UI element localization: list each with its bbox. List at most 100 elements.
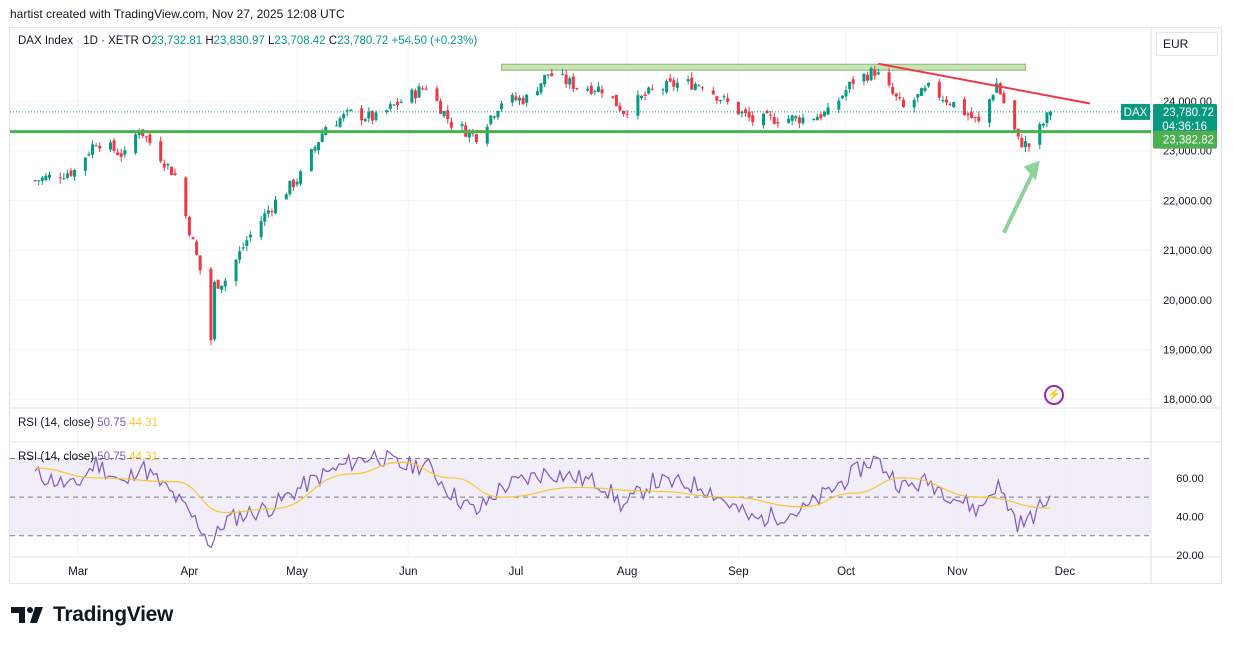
rsi-pane-label[interactable]: RSI (14, close) — [18, 451, 95, 463]
candle-body — [539, 83, 543, 93]
candle-body — [1002, 93, 1006, 103]
candle-body — [123, 150, 127, 155]
candle-body — [94, 145, 98, 147]
candle-body — [367, 111, 371, 119]
candle-body — [87, 154, 91, 156]
candle-body — [988, 99, 992, 123]
candle-body — [1049, 111, 1053, 116]
candle-body — [977, 116, 981, 122]
candle-body — [675, 82, 679, 88]
candle-body — [765, 110, 769, 114]
candle-body — [148, 134, 152, 144]
candle-body — [639, 95, 643, 99]
rsi-ma-line — [35, 461, 1051, 514]
price-axis-tick: 19,000.00 — [1163, 345, 1212, 357]
resistance-trendline — [878, 62, 1091, 105]
candle-body — [514, 96, 518, 101]
candle-body — [726, 98, 730, 102]
price-axis-tick: 23,000.00 — [1163, 146, 1212, 158]
candle-body — [234, 259, 238, 282]
candle-body — [510, 94, 514, 103]
candle-body — [162, 163, 166, 168]
candle-body — [948, 104, 952, 106]
candle-body — [370, 111, 374, 121]
time-axis-tick: Mar — [68, 566, 88, 578]
candle-body — [844, 90, 848, 97]
candle-body — [535, 91, 539, 96]
candle-body — [270, 211, 274, 213]
candle-body — [220, 285, 224, 290]
candle-body — [69, 170, 73, 176]
candle-body — [1013, 100, 1017, 130]
candle-body — [643, 94, 647, 96]
candle-body — [134, 134, 138, 153]
candle-body — [815, 116, 819, 121]
currency-button[interactable]: EUR — [1156, 32, 1218, 56]
candle-body — [345, 110, 349, 112]
candle-body — [33, 180, 37, 182]
candle-body — [112, 140, 116, 151]
tradingview-logo-icon — [11, 607, 43, 623]
candle-body — [159, 141, 163, 162]
tradingview-logo[interactable]: TradingView — [11, 603, 173, 627]
candle-body — [496, 110, 500, 118]
time-axis-tick: Jun — [399, 566, 418, 578]
candle-body — [1038, 124, 1042, 145]
candle-body — [593, 91, 597, 93]
candle-body — [518, 97, 522, 101]
candle-body — [962, 99, 966, 115]
rsi-legend-label[interactable]: RSI (14, close) — [18, 417, 95, 429]
resistance-zone — [501, 63, 1026, 71]
candle-body — [313, 147, 317, 151]
time-axis-tick: Apr — [180, 566, 198, 578]
candle-body — [826, 107, 830, 115]
candle-body — [392, 104, 396, 106]
candle-body — [822, 112, 826, 117]
change-value: +54.50 (+0.23%) — [391, 35, 478, 47]
candle-body — [697, 85, 701, 87]
candle-body — [941, 99, 945, 101]
candle-body — [184, 177, 188, 217]
countdown-label: 04:36:16 — [1162, 121, 1207, 133]
candle-body — [216, 279, 220, 289]
candle-body — [83, 157, 87, 171]
candle-body — [761, 113, 765, 126]
candle-body — [73, 169, 77, 177]
candle-body — [995, 83, 999, 93]
candle-body — [173, 173, 177, 176]
candle-body — [449, 121, 453, 128]
candle-body — [622, 110, 626, 115]
candle-body — [410, 89, 414, 103]
time-axis-tick: Aug — [617, 566, 637, 578]
candle-body — [424, 88, 428, 90]
candle-body — [1041, 123, 1045, 126]
candle-body — [241, 247, 245, 249]
high-label: H — [205, 35, 214, 47]
candle-body — [564, 74, 568, 84]
lightning-icon[interactable]: ⚡ — [1044, 385, 1064, 405]
time-axis-tick: Sep — [728, 566, 748, 578]
rsi-pane-ma-value: 44.31 — [129, 451, 159, 463]
price-axis-tick: 21,000.00 — [1163, 245, 1212, 257]
ticker-badge — [1121, 103, 1150, 120]
rsi-axis-tick: 20.00 — [1176, 550, 1204, 562]
candle-body — [596, 86, 600, 92]
candle-body — [970, 112, 974, 118]
candle-body — [901, 99, 905, 107]
candle-body — [776, 121, 780, 124]
arrow-shaft — [1002, 169, 1036, 234]
candle-body — [169, 166, 173, 176]
candle-body — [349, 109, 353, 111]
candle-body — [1023, 141, 1027, 148]
candle-body — [589, 85, 593, 94]
candle-body — [525, 94, 529, 103]
candle-body — [342, 113, 346, 119]
low-value: 23,708.42 — [274, 35, 326, 47]
symbol-ohlc-legend: DAX Index · 1D · XETR O23,732.81 H23,830… — [18, 35, 477, 47]
candle-body — [869, 68, 873, 81]
candle-body — [166, 164, 170, 166]
candle-body — [636, 95, 640, 116]
candle-body — [866, 74, 870, 81]
candle-body — [388, 104, 392, 109]
